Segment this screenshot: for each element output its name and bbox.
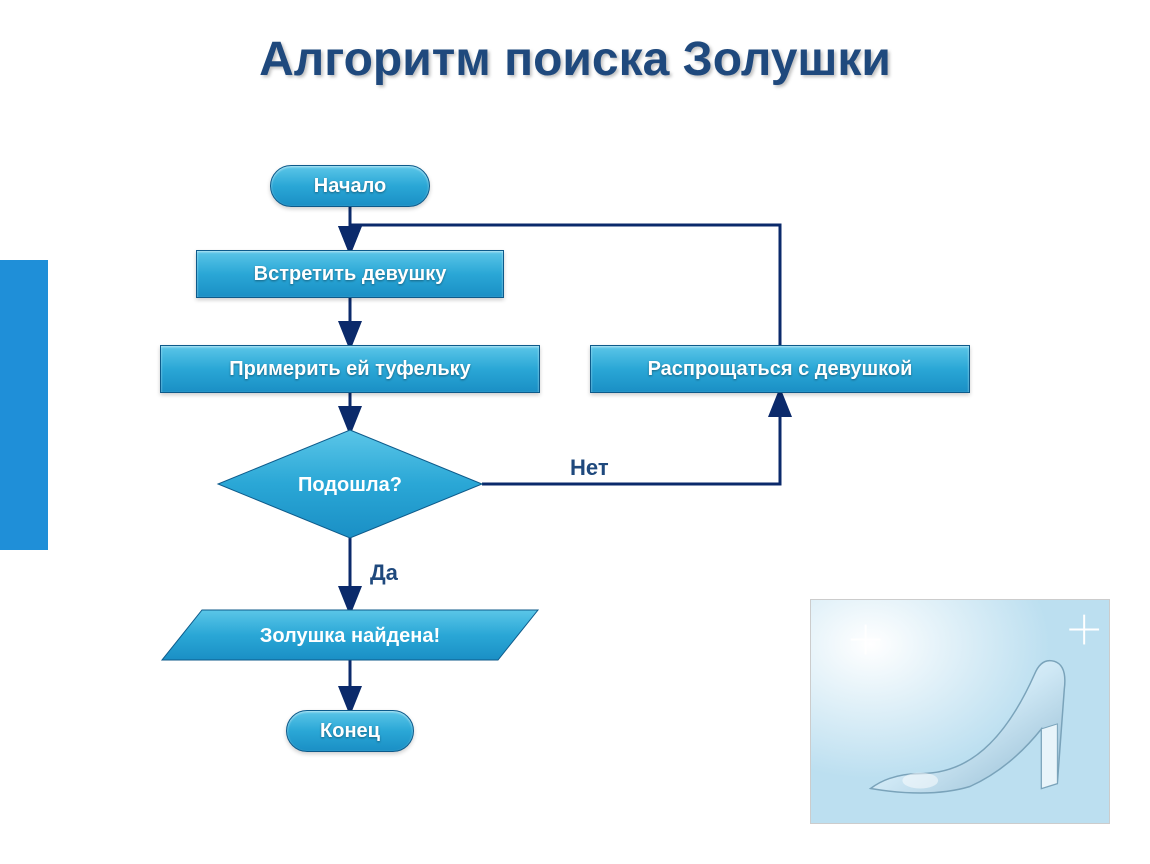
glass-slipper-image (810, 599, 1110, 824)
node-start: Начало (270, 165, 430, 207)
node-end: Конец (286, 710, 414, 752)
node-label-found: Золушка найдена! (260, 625, 440, 647)
node-label-fit: Подошла? (298, 474, 402, 496)
node-fit (218, 430, 482, 538)
node-meet: Встретить девушку (196, 250, 504, 298)
sidebar-accent (0, 260, 48, 550)
glass-slipper-icon (811, 599, 1109, 824)
node-try: Примерить ей туфельку (160, 345, 540, 393)
node-bye: Распрощаться с девушкой (590, 345, 970, 393)
node-found (162, 610, 538, 660)
slide-title: Алгоритм поиска Золушки (0, 32, 1150, 87)
edge-label: Да (370, 560, 398, 586)
edge-label: Нет (570, 455, 609, 481)
flow-arrow (482, 393, 780, 484)
